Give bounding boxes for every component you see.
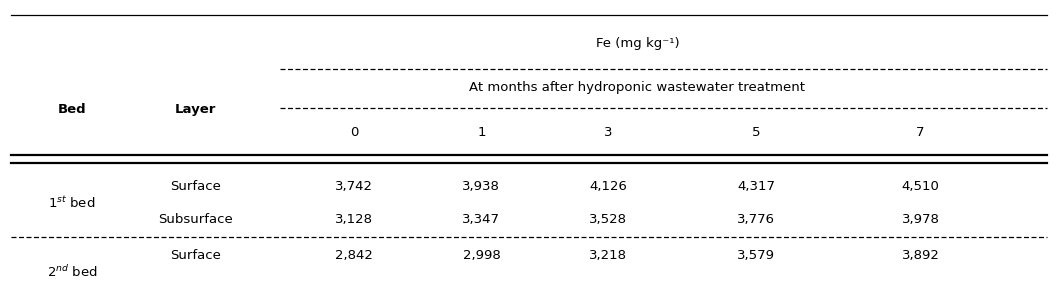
Text: 3,742: 3,742 [335,180,373,193]
Text: 3,579: 3,579 [737,249,776,262]
Text: 4,510: 4,510 [901,180,940,193]
Text: Bed: Bed [57,103,87,116]
Text: 1$^{st}$ bed: 1$^{st}$ bed [49,195,95,211]
Text: 3,347: 3,347 [462,213,500,226]
Text: Layer: Layer [175,103,217,116]
Text: 2,998: 2,998 [462,249,500,262]
Text: 3,528: 3,528 [589,213,627,226]
Text: 3,776: 3,776 [737,213,776,226]
Text: Subsurface: Subsurface [159,213,233,226]
Text: 3,978: 3,978 [901,213,940,226]
Text: 4,126: 4,126 [589,180,627,193]
Text: 4,317: 4,317 [737,180,776,193]
Text: 2,842: 2,842 [335,249,373,262]
Text: At months after hydroponic wastewater treatment: At months after hydroponic wastewater tr… [470,81,805,94]
Text: Fe (mg kg⁻¹): Fe (mg kg⁻¹) [596,37,679,50]
Text: 0: 0 [350,126,359,139]
Text: 2$^{nd}$ bed: 2$^{nd}$ bed [47,264,97,280]
Text: 7: 7 [916,126,925,139]
Text: 3,892: 3,892 [901,249,940,262]
Text: 3: 3 [604,126,613,139]
Text: 5: 5 [752,126,761,139]
Text: 3,218: 3,218 [589,249,627,262]
Text: Surface: Surface [170,180,221,193]
Text: 3,938: 3,938 [462,180,500,193]
Text: 1: 1 [477,126,486,139]
Text: 3,128: 3,128 [335,213,373,226]
Text: Surface: Surface [170,249,221,262]
